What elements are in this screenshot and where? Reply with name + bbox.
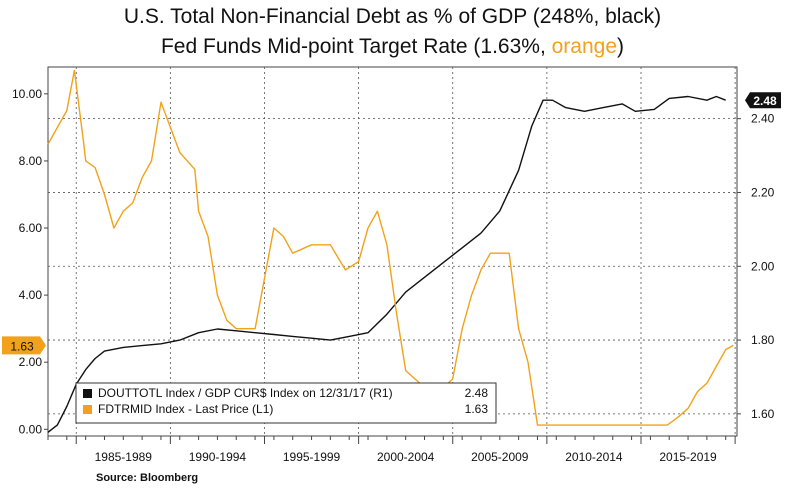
right-axis-tick-label: 2.00 <box>751 259 775 273</box>
x-axis-period-label: 1995-1999 <box>283 450 341 464</box>
fed-series-line <box>47 69 734 426</box>
title-line-1: U.S. Total Non-Financial Debt as % of GD… <box>123 5 662 28</box>
chart-area: 0.00 2.00 4.00 6.00 8.00 10.00 1.60 1.80 2.00 2.2… <box>2 66 781 464</box>
fed-last-value-marker <box>2 336 46 355</box>
x-axis-period-label: 2005-2009 <box>471 450 529 464</box>
chart-title: U.S. Total Non-Financial Debt as % of GD… <box>0 2 785 62</box>
x-axis-period-label: 2015-2019 <box>659 450 717 464</box>
title-line-2-suffix: ) <box>617 35 625 58</box>
left-axis-tick-label: 10.00 <box>12 87 42 101</box>
right-axis-tick-label: 2.40 <box>751 112 775 126</box>
right-axis-tick-label: 1.60 <box>751 407 775 421</box>
left-axis-tick-label: 4.00 <box>19 288 43 302</box>
left-axis-tick-label: 2.00 <box>19 355 43 369</box>
title-line-2-highlight: orange <box>551 35 618 58</box>
debt-series-line <box>47 95 726 433</box>
plot-frame <box>47 66 738 437</box>
left-axis-tick-label: 0.00 <box>19 422 43 436</box>
title-line-2: Fed Funds Mid-point Target Rate (1.63%, … <box>0 32 785 62</box>
x-axis-period-label: 2000-2004 <box>377 450 435 464</box>
legend-entry-value: 1.63 <box>465 402 489 416</box>
legend-box <box>75 382 497 424</box>
legend-swatch <box>83 389 92 398</box>
legend-entry-value: 2.48 <box>465 386 489 400</box>
left-axis-tick-label: 8.00 <box>19 154 43 168</box>
legend-entry-label: DOUTTOTL Index / GDP CUR$ Index on 12/31… <box>98 386 393 400</box>
x-axis-period-label: 1985-1989 <box>95 450 153 464</box>
x-axis-period-label: 1990-1994 <box>189 450 247 464</box>
right-axis-tick-label: 1.80 <box>751 333 775 347</box>
x-axis-period-label: 2010-2014 <box>565 450 623 464</box>
debt-last-value-marker <box>745 92 781 109</box>
legend-entry-label: FDTRMID Index - Last Price (L1) <box>98 402 273 416</box>
debt-last-value-label: 2.48 <box>753 94 777 108</box>
fed-last-value-label: 1.63 <box>10 339 34 353</box>
title-line-2-prefix: Fed Funds Mid-point Target Rate (1.63%, <box>160 35 552 58</box>
legend-swatch <box>83 405 92 414</box>
right-axis-tick-label: 2.20 <box>751 185 775 199</box>
left-axis-tick-label: 6.00 <box>19 221 43 235</box>
source-note: Source: Bloomberg <box>96 472 199 484</box>
